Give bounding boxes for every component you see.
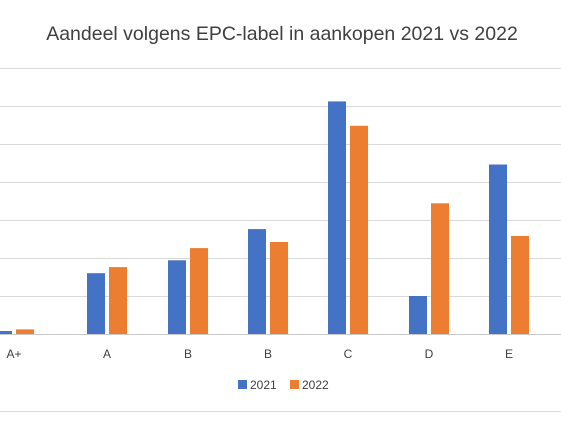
x-tick-label-4: C — [344, 347, 353, 361]
bar-2022-3 — [270, 242, 288, 334]
x-tick-labels: A+ A B B C D E — [6, 347, 513, 361]
x-tick-label-5: D — [425, 347, 434, 361]
x-tick-label-6: E — [505, 347, 513, 361]
bar-2021-3 — [248, 229, 266, 334]
bar-2022-4 — [350, 125, 368, 334]
bar-2021-1 — [87, 273, 105, 334]
bar-2022-5 — [431, 203, 449, 334]
bar-2021-0 — [0, 331, 12, 334]
bar-2022-2 — [190, 248, 208, 334]
legend-label-2022: 2022 — [302, 378, 329, 392]
bar-2021-5 — [409, 296, 427, 334]
bar-2021-4 — [328, 101, 346, 335]
x-tick-label-2: B — [184, 347, 192, 361]
bars — [0, 101, 529, 335]
bar-2022-1 — [109, 267, 127, 334]
legend-label-2021: 2021 — [250, 378, 277, 392]
x-tick-label-1: A — [103, 347, 111, 361]
chart-title: Aandeel volgens EPC-label in aankopen 20… — [46, 23, 518, 45]
legend-swatch-2021 — [238, 380, 247, 389]
bar-2021-2 — [168, 260, 186, 334]
bar-2021-6 — [489, 164, 507, 334]
bar-2022-6 — [511, 236, 529, 334]
x-tick-label-3: B — [264, 347, 272, 361]
legend: 2021 2022 — [238, 378, 329, 392]
legend-swatch-2022 — [290, 380, 299, 389]
bar-2022-0 — [16, 329, 34, 334]
x-tick-label-0: A+ — [6, 347, 21, 361]
